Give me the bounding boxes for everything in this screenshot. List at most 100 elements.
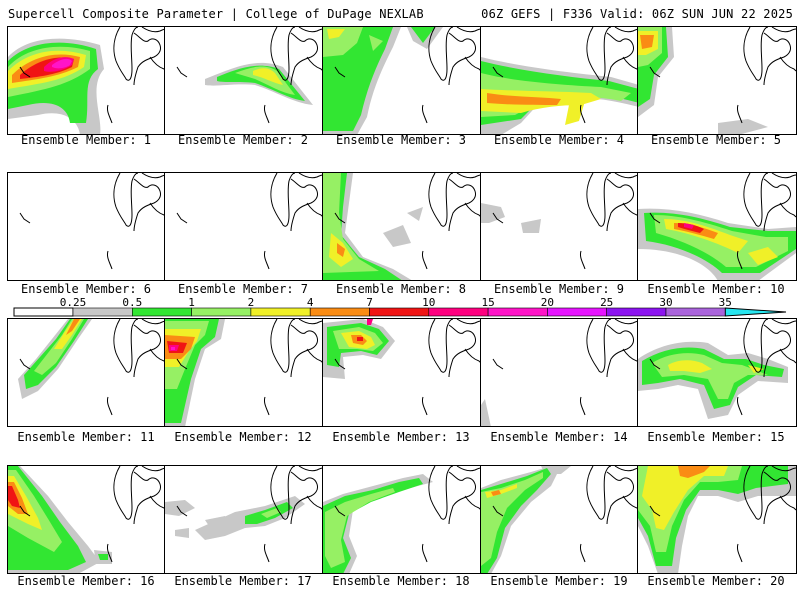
panel-caption: Ensemble Member: 11 xyxy=(17,430,155,444)
coastline xyxy=(264,250,270,270)
colorbar-tick-label: 10 xyxy=(422,296,435,309)
coastline xyxy=(649,358,661,370)
coastline xyxy=(743,319,769,373)
scp-contour-0.25 xyxy=(638,27,768,134)
colorbar-segment xyxy=(665,307,726,317)
coastline xyxy=(492,358,504,370)
scp-contour-2 xyxy=(668,360,764,373)
map-panel-1 xyxy=(7,26,167,135)
scp-contour-4 xyxy=(640,35,654,49)
coastline xyxy=(176,505,188,517)
scp-field-3 xyxy=(323,27,481,134)
coastline xyxy=(270,173,296,227)
coastline xyxy=(743,466,769,520)
coastline xyxy=(270,27,296,81)
panel-caption: Ensemble Member: 19 xyxy=(490,574,628,588)
scp-field-15 xyxy=(638,319,796,419)
coastline xyxy=(290,324,318,378)
colorbar-tick-label: 7 xyxy=(366,296,373,309)
map-panel-8 xyxy=(322,172,482,281)
coastline xyxy=(779,348,796,364)
coastline xyxy=(306,495,323,511)
coastline xyxy=(141,173,166,179)
coastline xyxy=(763,471,791,525)
coastline xyxy=(771,173,796,179)
map-panel-7 xyxy=(164,172,324,281)
scp-contour-7 xyxy=(357,337,363,341)
scp-field-11 xyxy=(18,319,166,416)
coastline xyxy=(428,466,454,520)
coastline xyxy=(334,358,346,370)
colorbar-segment xyxy=(191,307,252,317)
coastline xyxy=(606,32,634,86)
scp-field-9 xyxy=(481,173,639,270)
coastline xyxy=(428,319,454,373)
scp-field-7 xyxy=(176,173,323,270)
scp-contour-0.5 xyxy=(217,65,305,101)
coastline xyxy=(19,505,31,517)
scp-field-1 xyxy=(8,27,166,134)
scp-contour-1 xyxy=(235,66,295,95)
colorbar-segment xyxy=(309,307,370,317)
scp-contour-0.25 xyxy=(165,496,305,540)
coastline xyxy=(763,178,791,232)
scp-field-12 xyxy=(165,319,323,426)
colorbar-over xyxy=(724,307,787,317)
panel-caption: Ensemble Member: 10 xyxy=(647,282,785,296)
scp-field-4 xyxy=(481,27,639,134)
coastline xyxy=(306,56,323,72)
colorbar-tick-label: 25 xyxy=(600,296,613,309)
coastline xyxy=(133,324,161,378)
coastline xyxy=(19,358,31,370)
map-panel-5 xyxy=(637,26,797,135)
coastline xyxy=(141,466,166,472)
panel-caption: Ensemble Member: 8 xyxy=(335,282,467,296)
map-panel-13 xyxy=(322,318,482,427)
scp-contour-2 xyxy=(253,68,283,85)
panel-caption: Ensemble Member: 12 xyxy=(174,430,312,444)
coastline xyxy=(149,348,166,364)
coastline xyxy=(107,104,113,124)
coastline xyxy=(176,212,188,224)
coastline xyxy=(264,104,270,124)
scp-contour-0.5 xyxy=(8,466,108,570)
panel-caption: Ensemble Member: 17 xyxy=(174,574,312,588)
coastline xyxy=(743,27,769,81)
colorbar: 0.25 0.5 1 2 4 7 10 15 20 25 30 35 xyxy=(0,296,800,324)
colorbar-segment xyxy=(250,307,311,317)
colorbar-tick-label: 1 xyxy=(188,296,195,309)
panel-caption: Ensemble Member: 9 xyxy=(493,282,625,296)
coastline xyxy=(771,319,796,325)
panel-caption: Ensemble Member: 4 xyxy=(493,133,625,147)
panel-caption: Ensemble Member: 1 xyxy=(20,133,152,147)
map-panel-17 xyxy=(164,465,324,574)
coastline xyxy=(19,212,31,224)
run-valid-time: 06Z GEFS | F336 Valid: 06Z SUN JUN 22 20… xyxy=(481,7,793,21)
coastline xyxy=(771,466,796,472)
colorbar-tick-label: 35 xyxy=(719,296,732,309)
coastline xyxy=(614,27,639,33)
scp-contour-0.5 xyxy=(323,27,435,131)
coastline xyxy=(737,250,743,270)
coastline xyxy=(290,178,318,232)
coastline xyxy=(464,348,481,364)
coastline xyxy=(606,471,634,525)
map-panel-18 xyxy=(322,465,482,574)
coastline xyxy=(306,202,323,218)
scp-contour-4 xyxy=(487,93,561,105)
map-panel-19 xyxy=(480,465,640,574)
map-panel-2 xyxy=(164,26,324,135)
coastline xyxy=(464,56,481,72)
coastline xyxy=(298,173,323,179)
colorbar-svg: 0.25 0.5 1 2 4 7 10 15 20 25 30 35 xyxy=(13,296,787,317)
coastline xyxy=(149,495,166,511)
coastline xyxy=(622,202,639,218)
coastline xyxy=(763,324,791,378)
coastline xyxy=(298,27,323,33)
scp-field-8 xyxy=(323,173,481,280)
coastline xyxy=(422,250,428,270)
map-panel-10 xyxy=(637,172,797,281)
coastline xyxy=(422,396,428,416)
coastline xyxy=(606,178,634,232)
chart-title: Supercell Composite Parameter | College … xyxy=(8,7,424,21)
